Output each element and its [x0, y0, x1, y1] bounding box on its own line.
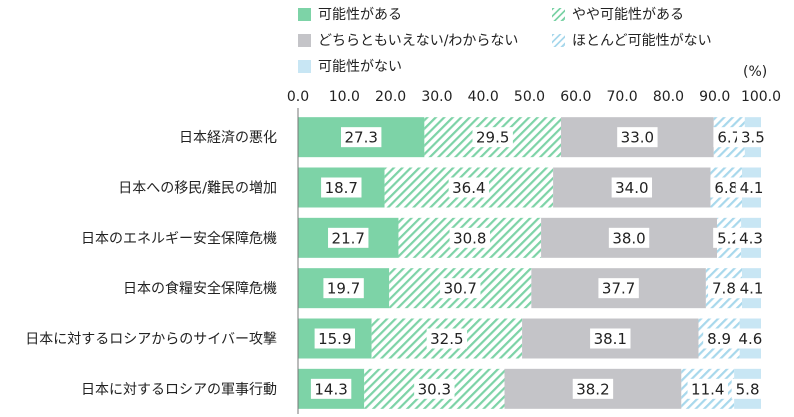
value-label: 4.1 [740, 179, 764, 197]
value-label: 7.8 [712, 280, 736, 298]
category-label: 日本のエネルギー安全保障危機 [81, 230, 277, 247]
chart-legend: 可能性がある やや可能性がある どちらともいえない/わからない ほとんど可能性が… [290, 4, 770, 84]
value-label: 15.9 [318, 330, 351, 348]
value-label-bg [731, 378, 764, 399]
value-label-bg [440, 278, 481, 299]
value-label: 18.7 [325, 179, 358, 197]
x-tick-label: 50.0 [514, 89, 545, 105]
legend-swatch-hardly [552, 33, 565, 47]
value-label: 4.1 [740, 280, 764, 298]
legend-label-somewhat: やや可能性がある [572, 7, 684, 23]
x-tick-label: 20.0 [375, 89, 406, 105]
value-label-bg [426, 328, 468, 349]
value-labels: 27.3 29.5 33.0 6.7 3.518.7 36.4 34.0 6.8 4.121.7… [310, 127, 769, 399]
x-tick-label: 10.0 [329, 89, 360, 105]
x-tick-label: 30.0 [421, 89, 452, 105]
value-label-bg [617, 127, 658, 148]
x-tick-label: 100.0 [741, 89, 781, 105]
value-label-bg [598, 278, 639, 299]
x-tick-label: 80.0 [653, 89, 684, 105]
y-axis-labels: 日本経済の悪化日本への移民/難民の増加日本のエネルギー安全保障危機日本の食糧安全… [25, 130, 277, 398]
category-label: 日本経済の悪化 [179, 130, 277, 146]
value-label-bg [710, 177, 743, 198]
x-axis-ticks: 0.0 10.0 20.0 30.0 40.0 50.0 60.0 70.0 80.0 90.0 1… [287, 89, 781, 105]
value-label: 5.8 [736, 380, 760, 398]
legend-item-unknown: どちらともいえない/わからない [298, 30, 518, 50]
value-label-bg [590, 328, 631, 349]
value-label-bg [703, 328, 735, 349]
value-label-bg [687, 378, 728, 399]
value-label: 11.4 [691, 380, 724, 398]
value-label: 19.7 [327, 280, 360, 298]
value-label: 21.7 [332, 229, 365, 247]
x-tick-label: 0.0 [287, 89, 309, 105]
value-label: 36.4 [452, 179, 485, 197]
value-label: 3.5 [741, 129, 765, 147]
value-label: 38.1 [594, 330, 627, 348]
value-label-bg [572, 378, 614, 399]
value-label-bg [340, 127, 382, 148]
value-label: 8.9 [707, 330, 731, 348]
value-label: 30.3 [418, 380, 451, 398]
category-label: 日本への移民/難民の増加 [118, 181, 277, 197]
value-label-bg [472, 127, 513, 148]
legend-label-unknown: どちらともいえない/わからない [318, 33, 519, 49]
value-label-bg [736, 127, 769, 148]
x-tick-label: 70.0 [607, 89, 638, 105]
legend-item-none: 可能性がない [298, 56, 402, 76]
legend-swatch-somewhat [552, 7, 565, 21]
value-label: 4.6 [738, 330, 762, 348]
unit-label: (%) [743, 64, 768, 80]
value-label-bg [611, 177, 653, 198]
legend-swatch-possible [298, 7, 311, 21]
value-label-bg [735, 177, 768, 198]
value-label: 34.0 [615, 179, 648, 197]
value-label-bg [608, 227, 650, 248]
value-label: 30.7 [444, 280, 477, 298]
x-tick-label: 60.0 [560, 89, 591, 105]
value-label: 33.0 [621, 129, 654, 147]
legend-item-possible: 可能性がある [298, 4, 402, 24]
legend-item-hardly: ほとんど可能性がない [552, 30, 712, 50]
category-label: 日本に対するロシアからのサイバー攻撃 [25, 332, 277, 348]
x-tick-label: 90.0 [699, 89, 730, 105]
value-label: 5.2 [717, 229, 741, 247]
legend-label-hardly: ほとんど可能性がない [572, 33, 712, 49]
value-label: 37.7 [602, 280, 635, 298]
value-label: 38.0 [612, 229, 645, 247]
value-label: 6.7 [717, 129, 741, 147]
value-label-bg [328, 227, 369, 248]
value-label: 32.5 [430, 330, 463, 348]
value-label-bg [735, 278, 768, 299]
x-tick-label: 40.0 [468, 89, 499, 105]
bar-segments [298, 117, 761, 409]
legend-item-somewhat: やや可能性がある [552, 4, 684, 24]
value-label-bg [448, 177, 490, 198]
value-label-bg [414, 378, 455, 399]
legend-label-none: 可能性がない [318, 59, 402, 75]
value-label: 38.2 [576, 380, 609, 398]
value-label-bg [314, 328, 356, 349]
legend-swatch-unknown [298, 33, 311, 47]
value-label: 29.5 [476, 129, 509, 147]
value-label-bg [708, 278, 740, 299]
value-label: 14.3 [314, 380, 347, 398]
value-label: 27.3 [344, 129, 377, 147]
value-label-bg [310, 378, 352, 399]
value-label: 30.8 [453, 229, 486, 247]
category-label: 日本に対するロシアの軍事行動 [81, 382, 277, 398]
value-label-bg [323, 278, 364, 299]
value-label: 4.3 [739, 229, 763, 247]
value-label-bg [321, 177, 362, 198]
value-label-bg [449, 227, 490, 248]
value-label-bg [735, 227, 767, 248]
category-label: 日本の食糧安全保障危機 [123, 280, 277, 297]
legend-label-possible: 可能性がある [318, 7, 402, 23]
value-label: 6.8 [714, 179, 738, 197]
value-label-bg [734, 328, 767, 349]
legend-swatch-none [298, 59, 311, 73]
